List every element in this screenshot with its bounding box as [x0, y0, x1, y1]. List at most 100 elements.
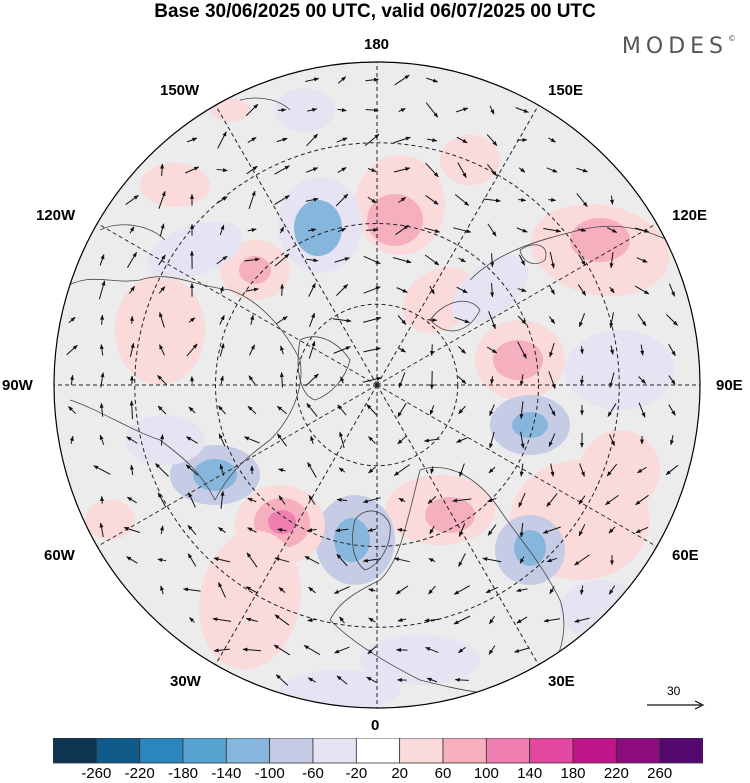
- wind-vector: [305, 373, 319, 387]
- wind-vector: [188, 406, 196, 414]
- wind-vector: [219, 463, 225, 476]
- wind-vector: [608, 585, 616, 595]
- wind-vector: [242, 647, 262, 652]
- wind-vector: [339, 616, 345, 624]
- wind-vector: [362, 376, 382, 383]
- wind-vector: [247, 136, 257, 144]
- wind-vector: [365, 227, 379, 232]
- lon-label-180: 180: [364, 36, 390, 53]
- wind-vector: [489, 404, 495, 417]
- wind-vector: [129, 400, 134, 420]
- anomaly-region: [280, 670, 400, 708]
- colorbar-swatch: [399, 738, 444, 764]
- wind-vector: [368, 436, 376, 444]
- colorbar-swatch: [139, 738, 184, 764]
- wind-vector: [610, 345, 614, 355]
- wind-vector: [635, 494, 649, 506]
- wind-vector: [368, 588, 376, 593]
- wind-vector: [489, 615, 495, 625]
- wind-vector: [543, 618, 561, 623]
- wind-vector: [274, 614, 290, 626]
- colorbar-tick-label: -140: [211, 765, 242, 782]
- wind-vector: [668, 344, 676, 357]
- colorbar-swatch: [355, 738, 401, 764]
- wind-vector: [543, 228, 562, 233]
- wind-vector: [578, 227, 587, 232]
- wind-vector: [669, 435, 674, 446]
- wind-vector: [546, 167, 558, 173]
- wind-vector: [335, 528, 349, 533]
- wind-vector: [129, 226, 135, 234]
- colorbar-swatch: [95, 738, 141, 764]
- wind-vector: [548, 316, 556, 324]
- wind-vector: [129, 342, 135, 357]
- wind-vector: [100, 314, 105, 325]
- wind-vector: [458, 646, 466, 654]
- wind-vector: [245, 586, 259, 594]
- wind-vector: [394, 167, 411, 173]
- coastline-segment: [519, 244, 547, 264]
- wind-vector: [185, 464, 199, 476]
- wind-vector: [158, 286, 166, 294]
- wind-vector: [279, 371, 284, 388]
- wind-vector: [274, 195, 290, 205]
- wind-vector: [336, 137, 348, 143]
- wind-vector: [516, 227, 528, 233]
- wind-vector: [548, 433, 556, 447]
- reference-vector-arrow: [647, 700, 705, 710]
- wind-vector: [580, 585, 584, 595]
- wind-vector: [482, 557, 502, 563]
- wind-vector: [668, 375, 676, 385]
- wind-vector: [428, 585, 436, 595]
- colorbar-tick-label: -20: [345, 765, 368, 782]
- wind-vector: [578, 254, 586, 266]
- colorbar-swatch: [269, 738, 314, 764]
- wind-vector: [397, 435, 407, 445]
- wind-vector: [185, 436, 198, 444]
- colorbar-swatch: [659, 738, 703, 764]
- wind-vector: [485, 586, 499, 594]
- wind-vector: [363, 347, 381, 353]
- wind-vector: [574, 554, 590, 566]
- colorbar-tick-label: -100: [254, 765, 285, 782]
- wind-vector: [490, 376, 495, 385]
- wind-vector: [160, 163, 165, 176]
- reference-vector-label: 30: [667, 684, 681, 698]
- wind-vector: [308, 340, 316, 359]
- wind-vector: [520, 431, 525, 449]
- wind-vector: [607, 227, 618, 233]
- wind-vector: [366, 404, 378, 416]
- anomaly-region: [514, 530, 546, 566]
- wind-vector: [336, 497, 348, 502]
- wind-vector: [398, 372, 406, 388]
- wind-vector: [637, 313, 647, 327]
- anomaly-region: [125, 415, 205, 465]
- wind-vector: [634, 285, 650, 295]
- wind-vector: [609, 195, 614, 205]
- wind-vector: [636, 257, 648, 263]
- wind-vector: [452, 498, 472, 503]
- wind-vector: [516, 616, 528, 624]
- wind-vector: [126, 496, 137, 504]
- wind-vector: [488, 466, 496, 474]
- wind-vector: [219, 314, 225, 325]
- wind-vector: [427, 495, 437, 505]
- lon-label-30w: 30W: [170, 673, 201, 690]
- wind-vector: [159, 223, 165, 237]
- wind-vector: [398, 347, 406, 353]
- wind-vector: [183, 587, 201, 592]
- lon-label-150e: 150E: [548, 82, 584, 99]
- wind-vector: [303, 645, 321, 655]
- wind-vector: [187, 553, 197, 567]
- wind-vector: [213, 648, 230, 653]
- anomaly-region: [294, 200, 342, 256]
- wind-vector: [514, 647, 530, 653]
- wind-vector: [635, 526, 649, 534]
- wind-vector: [219, 343, 225, 357]
- wind-vector: [454, 316, 470, 324]
- wind-vector: [606, 463, 618, 477]
- wind-vector: [398, 497, 406, 503]
- meridian-line: [376, 105, 539, 386]
- wind-vector: [126, 556, 138, 564]
- wind-vector: [245, 103, 259, 117]
